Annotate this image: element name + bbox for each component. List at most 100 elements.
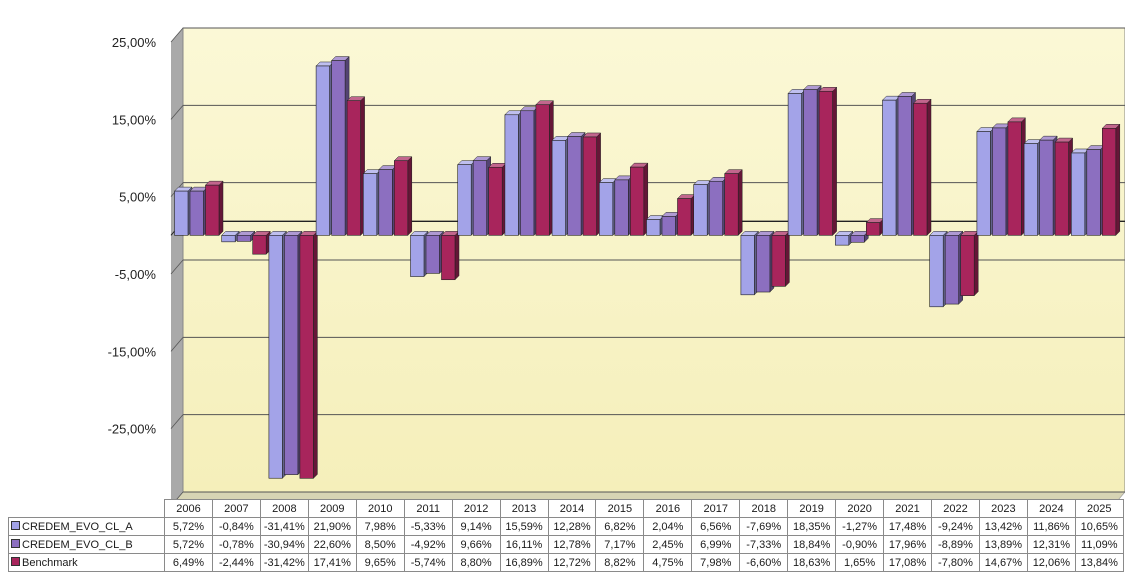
bar <box>393 156 413 236</box>
x-category-label: 2013 <box>499 499 549 518</box>
bar-front <box>410 235 425 277</box>
x-category-label: 2015 <box>595 499 645 518</box>
bar-side <box>454 230 460 281</box>
bar-front <box>944 235 960 305</box>
data-label: -7,80% <box>931 553 980 572</box>
bar-front <box>1039 139 1054 236</box>
legend-entry: CREDEM_EVO_CL_A <box>8 517 165 536</box>
bar <box>378 164 397 236</box>
bar-side <box>785 230 790 287</box>
bar <box>834 230 854 246</box>
bar <box>802 85 822 236</box>
data-label: 6,82% <box>595 517 645 536</box>
data-label: -0,90% <box>835 535 885 554</box>
x-category-label: 2018 <box>739 499 789 518</box>
y-tick-label: 25,00% <box>112 35 157 50</box>
bar-front <box>897 96 912 236</box>
bar <box>693 179 712 236</box>
data-label: -7,33% <box>739 535 789 554</box>
bar <box>740 230 760 296</box>
bar-front <box>205 184 220 236</box>
bar-front <box>756 235 771 293</box>
bar <box>1086 144 1105 236</box>
bar <box>535 100 555 236</box>
gridline-diagonal <box>170 259 184 275</box>
bar <box>929 230 948 308</box>
data-label: -8,89% <box>931 535 980 554</box>
x-category-label: 2019 <box>787 499 837 518</box>
bar <box>173 186 193 236</box>
bar <box>944 230 964 305</box>
x-category-label: 2009 <box>307 499 357 518</box>
x-category-label: 2006 <box>164 499 213 518</box>
data-label: -5,74% <box>403 553 453 572</box>
bar <box>519 106 539 236</box>
bar <box>425 230 445 274</box>
bar <box>504 110 524 236</box>
bar <box>850 230 869 243</box>
bar-front <box>425 235 440 274</box>
bar-front <box>598 182 614 236</box>
bar <box>1038 135 1058 236</box>
bar-front <box>677 198 692 236</box>
bar-front <box>992 127 1007 236</box>
data-label: 6,49% <box>164 553 213 572</box>
data-label: -4,92% <box>403 535 453 554</box>
bar-front <box>189 190 204 236</box>
x-category-label: 2010 <box>355 499 405 518</box>
gridline-diagonal <box>170 27 184 43</box>
bar <box>629 162 649 236</box>
bar-front <box>315 65 330 236</box>
x-category-label: 2008 <box>259 499 309 518</box>
bar <box>881 95 901 236</box>
bar-front <box>1102 128 1117 236</box>
y-tick-label: -5,00% <box>115 267 157 282</box>
data-label: -0,84% <box>211 517 261 536</box>
y-tick-label: 15,00% <box>112 112 157 127</box>
data-label: 12,72% <box>547 553 597 572</box>
bar-side <box>1115 123 1121 236</box>
x-category-label: 2012 <box>451 499 501 518</box>
bar <box>268 230 288 479</box>
bar <box>991 123 1011 236</box>
bar-front <box>693 184 708 236</box>
legend-entry: CREDEM_EVO_CL_B <box>8 535 165 554</box>
data-label: -0,78% <box>211 535 261 554</box>
bar-front <box>1086 149 1101 236</box>
bar-front <box>299 235 314 479</box>
bar <box>897 91 917 236</box>
data-label: 16,89% <box>499 553 549 572</box>
bar <box>1023 139 1043 236</box>
data-label: 1,65% <box>835 553 885 572</box>
data-label: -6,60% <box>739 553 789 572</box>
data-label: 13,89% <box>978 535 1028 554</box>
bar <box>252 230 271 255</box>
bar-front <box>803 89 818 236</box>
table-row: CREDEM_EVO_CL_B 5,72% -0,78% -30,94% 22,60% 8… <box>8 535 1124 554</box>
data-label: 5,72% <box>164 535 213 554</box>
x-category-label: 2017 <box>691 499 741 518</box>
bar-front <box>535 104 550 236</box>
bar <box>283 230 303 476</box>
bar-front <box>834 235 850 246</box>
data-label: 8,82% <box>595 553 645 572</box>
x-category-label: 2020 <box>835 499 885 518</box>
gridline-diagonal <box>170 105 184 120</box>
bar <box>488 162 507 236</box>
bar <box>976 126 996 236</box>
data-label: -1,27% <box>835 517 885 536</box>
bar-front <box>646 219 661 236</box>
bar <box>708 176 728 236</box>
data-label: 6,99% <box>691 535 741 554</box>
bar <box>472 156 492 236</box>
data-label: 17,48% <box>883 517 932 536</box>
bar-front <box>818 90 833 236</box>
data-label: -30,94% <box>259 535 309 554</box>
bar <box>221 230 240 243</box>
bar <box>440 230 460 281</box>
legend-entry: Benchmark <box>8 553 165 572</box>
bar <box>614 175 633 236</box>
bar <box>409 230 429 278</box>
bar <box>189 186 209 236</box>
